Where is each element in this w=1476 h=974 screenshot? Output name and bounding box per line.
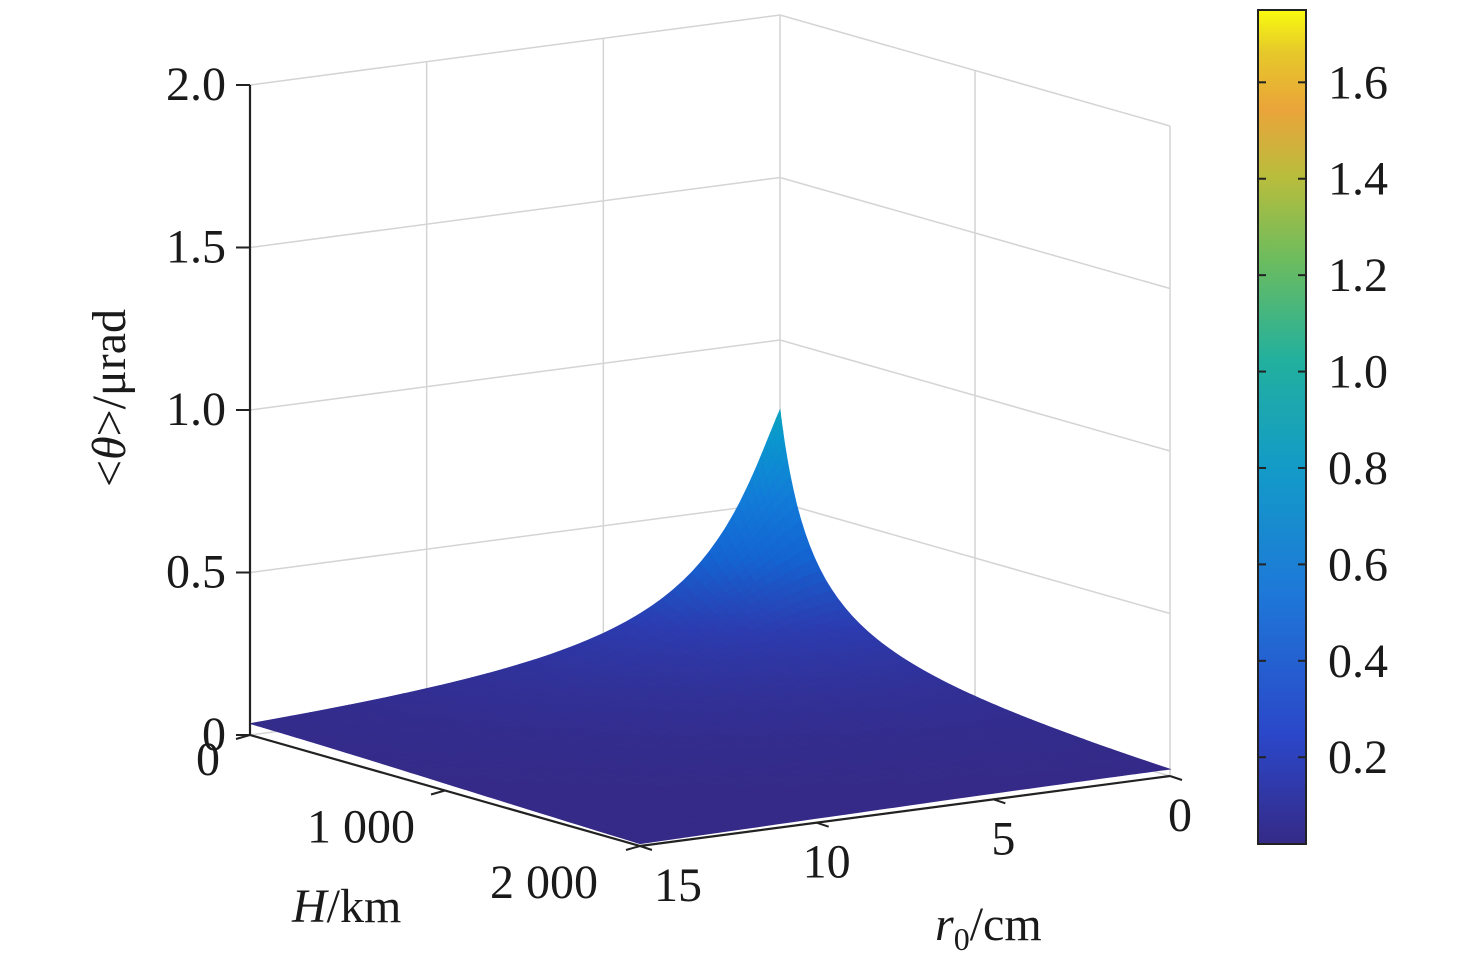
h-tick-label: 1 000: [307, 801, 415, 854]
colorbar-tick-label: 1.4: [1328, 153, 1388, 206]
colorbar: [1257, 9, 1307, 845]
back-grid: [249, 14, 1171, 777]
z-axis-post: >/μrad: [83, 309, 136, 436]
colorbar-tick-label: 0.2: [1328, 731, 1388, 784]
r0-tick: [816, 821, 829, 828]
h-tick: [430, 789, 446, 796]
h-axis-unit: /km: [327, 880, 402, 933]
h-axis-var: H: [291, 880, 329, 933]
r0-tick: [639, 845, 653, 851]
z-tick-label: 0.5: [166, 546, 226, 599]
colorbar-tick-label: 0.6: [1328, 538, 1388, 591]
colorbar-tick-label: 1.2: [1328, 249, 1388, 302]
colorbar-tick-label: 1.6: [1328, 56, 1388, 109]
z-axis-var: θ: [83, 436, 136, 460]
r0-axis-unit: /cm: [970, 898, 1042, 951]
r0-tick-label: 0: [1168, 789, 1192, 842]
z-axis-label: <θ>/μrad: [83, 309, 136, 487]
r0-tick-label: 5: [991, 812, 1015, 865]
r0-tick-label: 10: [803, 836, 851, 889]
colorbar-tick-label: 0.4: [1328, 635, 1388, 688]
h-tick-label: 0: [196, 733, 220, 786]
h-tick: [235, 734, 251, 740]
surface-patch: [779, 408, 781, 416]
z-tick-label: 0: [202, 708, 226, 761]
r0-axis-line: [639, 774, 1171, 848]
surface-plot: [249, 408, 1172, 845]
r0-axis-label: r0/cm: [935, 898, 1042, 957]
colorbar-tick-label: 1.0: [1328, 346, 1388, 399]
z-tick-label: 2.0: [166, 58, 226, 111]
z-tick-label: 1.5: [166, 221, 226, 274]
h-axis-label: H/km: [291, 880, 401, 933]
z-tick-label: 1.0: [166, 383, 226, 436]
r0-tick: [993, 798, 1006, 805]
r0-tick-label: 15: [654, 859, 702, 912]
r0-axis-var: r: [935, 898, 954, 951]
h-tick: [625, 845, 641, 851]
axes: 0 0.5 1.0 1.5 2.0 0 1 000 2 000 0 5 10 15: [166, 58, 1192, 912]
r0-tick: [1169, 775, 1183, 781]
colorbar-tick-label: 0.8: [1328, 442, 1388, 495]
h-tick-label: 2 000: [490, 856, 598, 909]
r0-axis-sub: 0: [954, 921, 970, 957]
colorbar-ticks: 0.2 0.4 0.6 0.8 1.0 1.2 1.4 1.6: [1258, 56, 1388, 784]
z-axis-pre: <: [83, 460, 136, 487]
